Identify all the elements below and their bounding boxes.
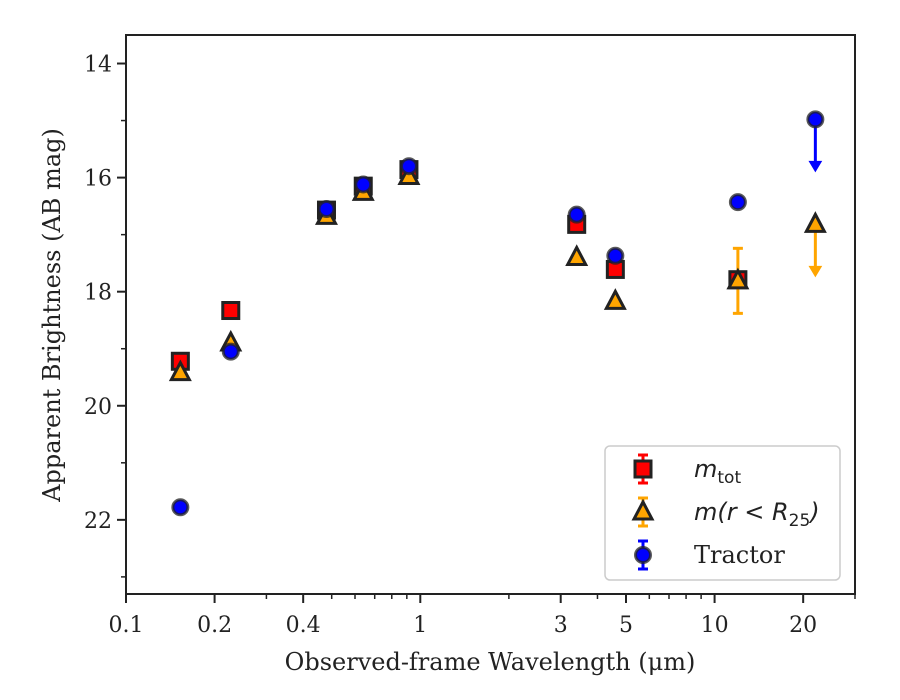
x-axis-title: Observed-frame Wavelength (μm) (285, 648, 696, 676)
x-tick-label: 0.2 (197, 613, 232, 638)
data-point-m_tot (221, 301, 241, 321)
legend-marker-m_tot (633, 459, 653, 479)
x-tick-label: 0.4 (286, 613, 321, 638)
legend-label-m_tot: mtot (694, 455, 741, 488)
x-tick-label: 5 (619, 613, 633, 638)
legend-label-m_r25: m(r < R25) (694, 498, 820, 531)
y-tick-label: 16 (84, 167, 112, 192)
x-tick-label: 0.1 (109, 613, 144, 638)
legend-label-tractor: Tractor (694, 541, 785, 569)
legend-marker-m_r25 (631, 498, 655, 521)
legend: mtot m(r < R25) Tractor (604, 445, 841, 581)
chart-marks (168, 110, 827, 517)
data-point-tractor (399, 157, 418, 176)
plot-frame (125, 34, 856, 595)
upper-limit-arrow (808, 265, 823, 278)
data-point-m_r25 (565, 244, 589, 266)
y-tick-label: 18 (84, 281, 112, 306)
data-point-tractor (728, 193, 747, 212)
x-tick-label: 3 (554, 613, 568, 638)
data-point-m_r25 (168, 359, 192, 382)
y-tick-label: 20 (84, 395, 112, 420)
data-point-tractor (221, 342, 240, 361)
x-tick-label: 1 (413, 613, 427, 638)
upper-limit-arrow (808, 160, 823, 173)
data-point-tractor (317, 199, 336, 218)
legend-box (604, 445, 841, 581)
chart-axes: 0.1 0.2 0.4 1 3 5 10 20 14 16 18 20 22 (84, 53, 856, 638)
data-point-tractor (606, 246, 625, 265)
y-tick-label: 22 (84, 509, 112, 534)
data-point-tractor (567, 205, 586, 224)
data-point-tractor (171, 498, 190, 517)
data-point-m_r25 (603, 288, 627, 310)
y-tick-label: 14 (84, 53, 112, 78)
data-point-m_r25 (726, 267, 750, 290)
data-point-m_r25 (803, 211, 827, 233)
data-point-tractor (806, 110, 825, 129)
y-axis-title: Apparent Brightness (AB mag) (38, 128, 66, 503)
x-tick-label: 20 (789, 613, 817, 638)
x-tick-label: 10 (701, 613, 729, 638)
legend-marker-tractor (634, 546, 652, 564)
data-point-tractor (354, 175, 373, 194)
